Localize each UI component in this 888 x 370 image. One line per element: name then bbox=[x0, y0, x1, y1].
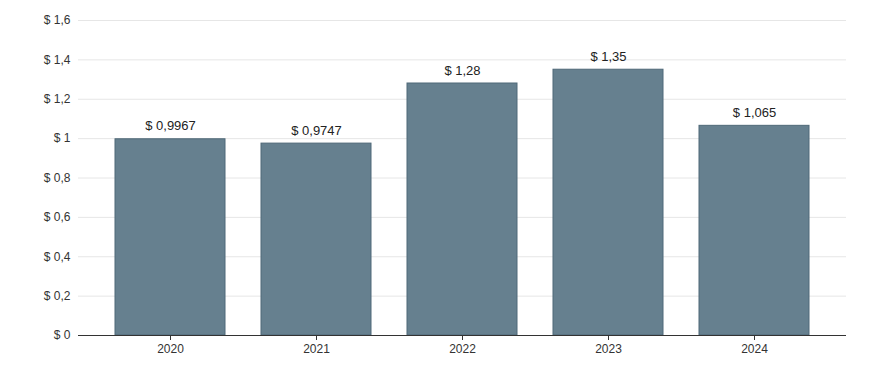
svg-text:$ 1,35: $ 1,35 bbox=[590, 49, 626, 64]
svg-text:$ 1,2: $ 1,2 bbox=[44, 92, 71, 106]
svg-text:$ 1,4: $ 1,4 bbox=[44, 53, 71, 67]
svg-text:$ 0,4: $ 0,4 bbox=[44, 250, 71, 264]
svg-text:2022: 2022 bbox=[449, 342, 476, 356]
svg-text:$ 0,9967: $ 0,9967 bbox=[145, 118, 196, 133]
svg-text:$ 0: $ 0 bbox=[54, 328, 71, 342]
svg-text:$ 0,2: $ 0,2 bbox=[44, 289, 71, 303]
svg-text:$ 1,28: $ 1,28 bbox=[444, 63, 480, 78]
svg-text:$ 0,9747: $ 0,9747 bbox=[291, 123, 342, 138]
svg-text:2020: 2020 bbox=[157, 342, 184, 356]
svg-text:$ 1,6: $ 1,6 bbox=[44, 13, 71, 27]
svg-text:2021: 2021 bbox=[303, 342, 330, 356]
html-text:(c) Trivano.com: (c) Trivano.com bbox=[802, 1, 878, 13]
svg-text:$ 1,065: $ 1,065 bbox=[733, 105, 776, 120]
svg-text:2024: 2024 bbox=[741, 342, 768, 356]
svg-text:$ 0,6: $ 0,6 bbox=[44, 210, 71, 224]
svg-text:2023: 2023 bbox=[595, 342, 622, 356]
svg-text:$ 0,8: $ 0,8 bbox=[44, 171, 71, 185]
svg-text:$ 1: $ 1 bbox=[54, 131, 71, 145]
